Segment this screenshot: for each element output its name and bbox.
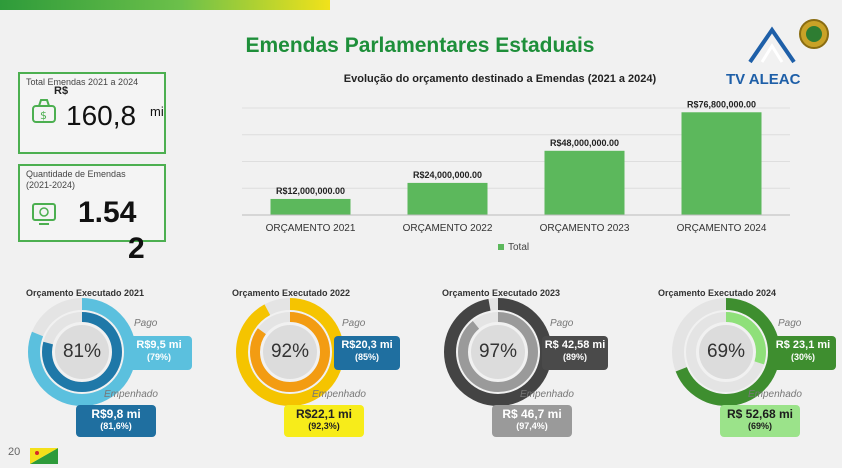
empenhado-value: R$9,8 mi — [91, 407, 141, 421]
document-money-icon — [32, 203, 56, 225]
bar-4 — [681, 112, 762, 215]
donut-center — [471, 325, 525, 379]
donut-percent: 92% — [270, 341, 310, 362]
empenhado-label: Empenhado — [748, 389, 802, 400]
svg-text:$: $ — [40, 109, 47, 122]
empenhado-label: Empenhado — [520, 389, 574, 400]
bar-2 — [407, 182, 488, 215]
kpi-total-value: 160,8 — [66, 100, 137, 131]
empenhado-value-badge: R$ 46,7 mi (97,4%) — [492, 405, 572, 437]
pago-percent: (89%) — [562, 352, 587, 362]
pago-value: R$ 23,1 mi — [775, 339, 831, 351]
bar-data-label: R$48,000,000.00 — [550, 138, 619, 148]
kpi-total-currency: R$ — [54, 85, 69, 97]
donut-chart-4 — [672, 298, 780, 406]
empenhado-value: R$ 52,68 mi — [726, 407, 794, 421]
donut-inner-ring — [42, 312, 122, 392]
pago-percent: (30%) — [790, 352, 815, 362]
empenhado-label: Empenhado — [312, 389, 366, 400]
empenhado-value-badge: R$9,8 mi (81,6%) — [76, 405, 156, 437]
donut-percent: 69% — [706, 341, 746, 362]
donut-center — [55, 325, 109, 379]
pago-label: Pago — [134, 318, 158, 329]
bar-data-label: R$12,000,000.00 — [276, 186, 345, 196]
pago-value: R$9,5 mi — [136, 339, 182, 351]
donut-chart-1 — [28, 298, 136, 406]
kpi-qty-label-1: Quantidade de Emendas — [26, 169, 126, 179]
kpi-quantidade-emendas: Quantidade de Emendas (2021-2024) 1.54 — [18, 164, 166, 242]
donut-percent: 81% — [62, 341, 102, 362]
pago-value: R$ 42,58 mi — [544, 339, 606, 351]
donut-inner-ring — [250, 312, 330, 392]
empenhado-value-badge: R$ 52,68 mi (69%) — [720, 405, 800, 437]
pago-value-badge: R$9,5 mi (79%) — [126, 336, 192, 370]
acre-flag-icon — [30, 448, 58, 464]
pago-label: Pago — [342, 318, 366, 329]
category-label: ORÇAMENTO 2024 — [677, 223, 767, 234]
execution-title-4: Orçamento Executado 2024 — [658, 288, 777, 298]
logo-text: TV ALEAC — [726, 71, 801, 88]
kpi-total-label: Total Emendas 2021 a 2024 — [26, 77, 139, 87]
empenhado-value: R$22,1 mi — [295, 407, 353, 421]
pago-label: Pago — [550, 318, 574, 329]
empenhado-percent: (92,3%) — [308, 421, 340, 431]
pago-label: Pago — [778, 318, 802, 329]
pago-value-badge: R$ 23,1 mi (30%) — [770, 336, 836, 370]
bar-3 — [544, 150, 625, 215]
page-title: Emendas Parlamentares Estaduais — [245, 34, 595, 57]
kpi-qty-value-cont: 2 — [128, 232, 145, 265]
pago-value: R$20,3 mi — [341, 339, 393, 351]
empenhado-value-badge: R$22,1 mi (92,3%) — [284, 405, 364, 437]
execution-title-2: Orçamento Executado 2022 — [232, 288, 351, 298]
kpi-total-unit: mi — [150, 104, 164, 119]
money-bag-icon: $ — [32, 99, 56, 123]
top-accent-bar — [0, 0, 330, 10]
empenhado-value: R$ 46,7 mi — [502, 407, 562, 421]
execution-title-3: Orçamento Executado 2023 — [442, 288, 561, 298]
legend-swatch — [498, 244, 504, 250]
empenhado-percent: (81,6%) — [100, 421, 132, 431]
budget-bar-chart: R$12,000,000.00 ORÇAMENTO 2021 R$24,000,00… — [242, 99, 790, 253]
category-label: ORÇAMENTO 2023 — [540, 223, 630, 234]
legend-label: Total — [508, 242, 529, 253]
page-number: 20 — [8, 446, 21, 458]
donut-percent: 97% — [478, 341, 518, 362]
pago-value-badge: R$ 42,58 mi (89%) — [542, 336, 608, 370]
empenhado-label: Empenhado — [104, 389, 158, 400]
kpi-qty-value: 1.54 — [78, 196, 137, 229]
donut-center — [263, 325, 317, 379]
bar-data-label: R$76,800,000.00 — [687, 99, 756, 109]
kpi-qty-label-2: (2021-2024) — [26, 180, 76, 190]
pago-value-badge: R$20,3 mi (85%) — [334, 336, 400, 370]
category-label: ORÇAMENTO 2021 — [266, 223, 356, 234]
category-label: ORÇAMENTO 2022 — [403, 223, 493, 234]
empenhado-percent: (69%) — [747, 421, 772, 431]
donut-center — [699, 325, 753, 379]
pago-percent: (79%) — [146, 352, 171, 362]
bar-data-label: R$24,000,000.00 — [413, 170, 482, 180]
empenhado-percent: (97,4%) — [516, 421, 548, 431]
execution-title-1: Orçamento Executado 2021 — [26, 288, 145, 298]
chart-title: Evolução do orçamento destinado a Emenda… — [343, 73, 657, 85]
kpi-total-emendas: Total Emendas 2021 a 2024 $ R$ 160,8 mi — [18, 72, 166, 154]
donut-inner-ring — [458, 312, 538, 392]
bar-1 — [270, 198, 351, 215]
tv-aleac-logo: TV ALEAC — [722, 12, 832, 92]
pago-percent: (85%) — [354, 352, 379, 362]
donut-inner-ring — [686, 312, 766, 392]
